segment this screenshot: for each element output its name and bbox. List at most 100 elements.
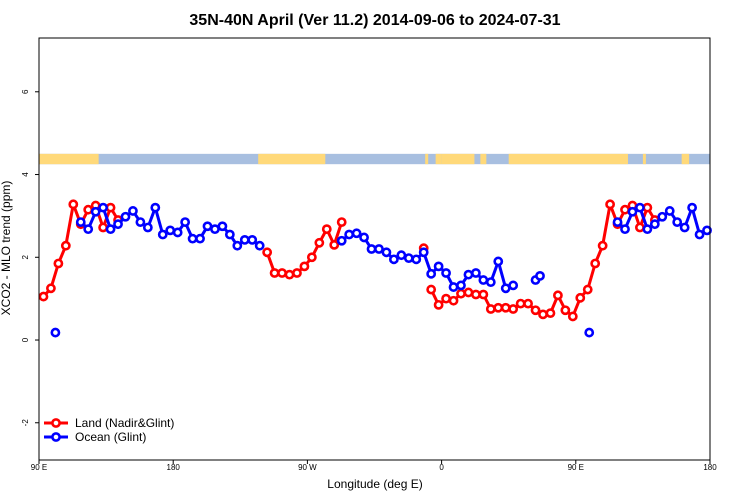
chart-title: 35N-40N April (Ver 11.2) 2014-09-06 to 2… bbox=[189, 12, 560, 29]
data-point bbox=[560, 305, 571, 316]
data-point bbox=[470, 268, 481, 278]
data-point bbox=[336, 217, 347, 228]
data-point bbox=[53, 258, 64, 269]
data-point bbox=[403, 253, 414, 264]
data-point bbox=[157, 229, 168, 240]
data-point bbox=[314, 237, 325, 248]
data-point bbox=[232, 240, 243, 251]
data-point bbox=[493, 302, 504, 313]
data-point bbox=[254, 240, 265, 251]
data-point bbox=[500, 283, 511, 294]
data-point bbox=[590, 258, 601, 269]
data-point bbox=[530, 305, 541, 316]
legend-label: Ocean (Glint) bbox=[75, 430, 146, 444]
ocean-strip bbox=[39, 153, 710, 165]
data-point bbox=[456, 280, 466, 291]
data-point bbox=[329, 239, 340, 250]
data-point bbox=[381, 247, 392, 258]
data-point bbox=[105, 202, 116, 213]
data-point bbox=[538, 309, 548, 320]
data-point bbox=[567, 311, 578, 322]
y-tick-label: 0 bbox=[21, 337, 30, 342]
data-point bbox=[98, 202, 109, 213]
data-point bbox=[277, 268, 287, 278]
data-point bbox=[620, 224, 630, 235]
data-point bbox=[113, 219, 123, 230]
data-point bbox=[83, 224, 94, 235]
plot-frame bbox=[38, 37, 711, 461]
data-point bbox=[664, 206, 675, 216]
data-point bbox=[388, 254, 399, 265]
data-point bbox=[702, 225, 712, 236]
data-point bbox=[165, 225, 176, 236]
data-point bbox=[336, 235, 347, 246]
data-point bbox=[584, 327, 595, 338]
land-strip-segment bbox=[642, 153, 646, 165]
data-point bbox=[135, 217, 146, 228]
land-strip-segment bbox=[435, 153, 442, 165]
data-point bbox=[292, 268, 302, 278]
y-axis-label: XCO2 - MLO trend (ppm) bbox=[0, 181, 13, 316]
land-strip-segment bbox=[480, 153, 487, 165]
data-point bbox=[478, 275, 489, 285]
data-point bbox=[351, 228, 362, 239]
data-point bbox=[75, 217, 86, 228]
data-point bbox=[523, 298, 533, 309]
x-axis-label: Longitude (deg E) bbox=[327, 477, 422, 491]
data-point bbox=[50, 327, 61, 338]
data-point bbox=[142, 222, 153, 233]
data-point bbox=[366, 244, 377, 254]
land-strip-segment bbox=[681, 153, 690, 165]
data-point bbox=[150, 202, 161, 213]
data-point bbox=[515, 298, 526, 309]
data-point bbox=[83, 204, 94, 215]
y-tick-label: 2 bbox=[21, 255, 30, 260]
data-point bbox=[470, 289, 481, 300]
data-point bbox=[105, 224, 116, 235]
series-land bbox=[38, 199, 660, 322]
data-point bbox=[269, 268, 280, 278]
data-point bbox=[657, 211, 668, 222]
data-point bbox=[575, 292, 586, 303]
data-point bbox=[553, 290, 563, 301]
data-point bbox=[180, 217, 191, 228]
legend: Land (Nadir&Glint)Ocean (Glint) bbox=[44, 416, 174, 444]
y-tick-label: -2 bbox=[21, 419, 30, 427]
data-point bbox=[493, 256, 504, 267]
data-point bbox=[485, 277, 496, 287]
data-point bbox=[672, 217, 683, 228]
data-point bbox=[687, 202, 698, 213]
data-point bbox=[456, 288, 466, 299]
data-point bbox=[359, 232, 369, 243]
x-tick-label: 90 W bbox=[298, 463, 317, 472]
data-point bbox=[545, 308, 556, 319]
x-tick-label: 180 bbox=[703, 463, 717, 472]
series-ocean bbox=[50, 202, 712, 338]
data-point bbox=[433, 261, 444, 272]
land-strip-segment bbox=[441, 153, 475, 165]
data-point bbox=[426, 284, 437, 295]
data-point bbox=[582, 284, 593, 295]
land-strip-segment bbox=[258, 153, 326, 165]
legend-marker bbox=[51, 418, 61, 428]
data-point bbox=[605, 199, 615, 210]
data-point bbox=[306, 252, 317, 263]
data-point bbox=[120, 211, 131, 222]
data-point bbox=[344, 229, 355, 240]
data-point bbox=[90, 206, 101, 217]
data-point bbox=[202, 221, 213, 232]
data-point bbox=[217, 221, 228, 232]
data-point bbox=[642, 202, 653, 213]
data-point bbox=[508, 280, 519, 291]
data-point bbox=[210, 224, 220, 235]
data-point bbox=[418, 247, 429, 258]
data-point bbox=[321, 224, 332, 235]
data-point bbox=[627, 206, 638, 217]
data-point bbox=[448, 295, 459, 306]
data-point bbox=[635, 202, 645, 213]
data-point bbox=[426, 268, 437, 279]
data-point bbox=[38, 291, 49, 302]
data-point bbox=[694, 229, 705, 240]
